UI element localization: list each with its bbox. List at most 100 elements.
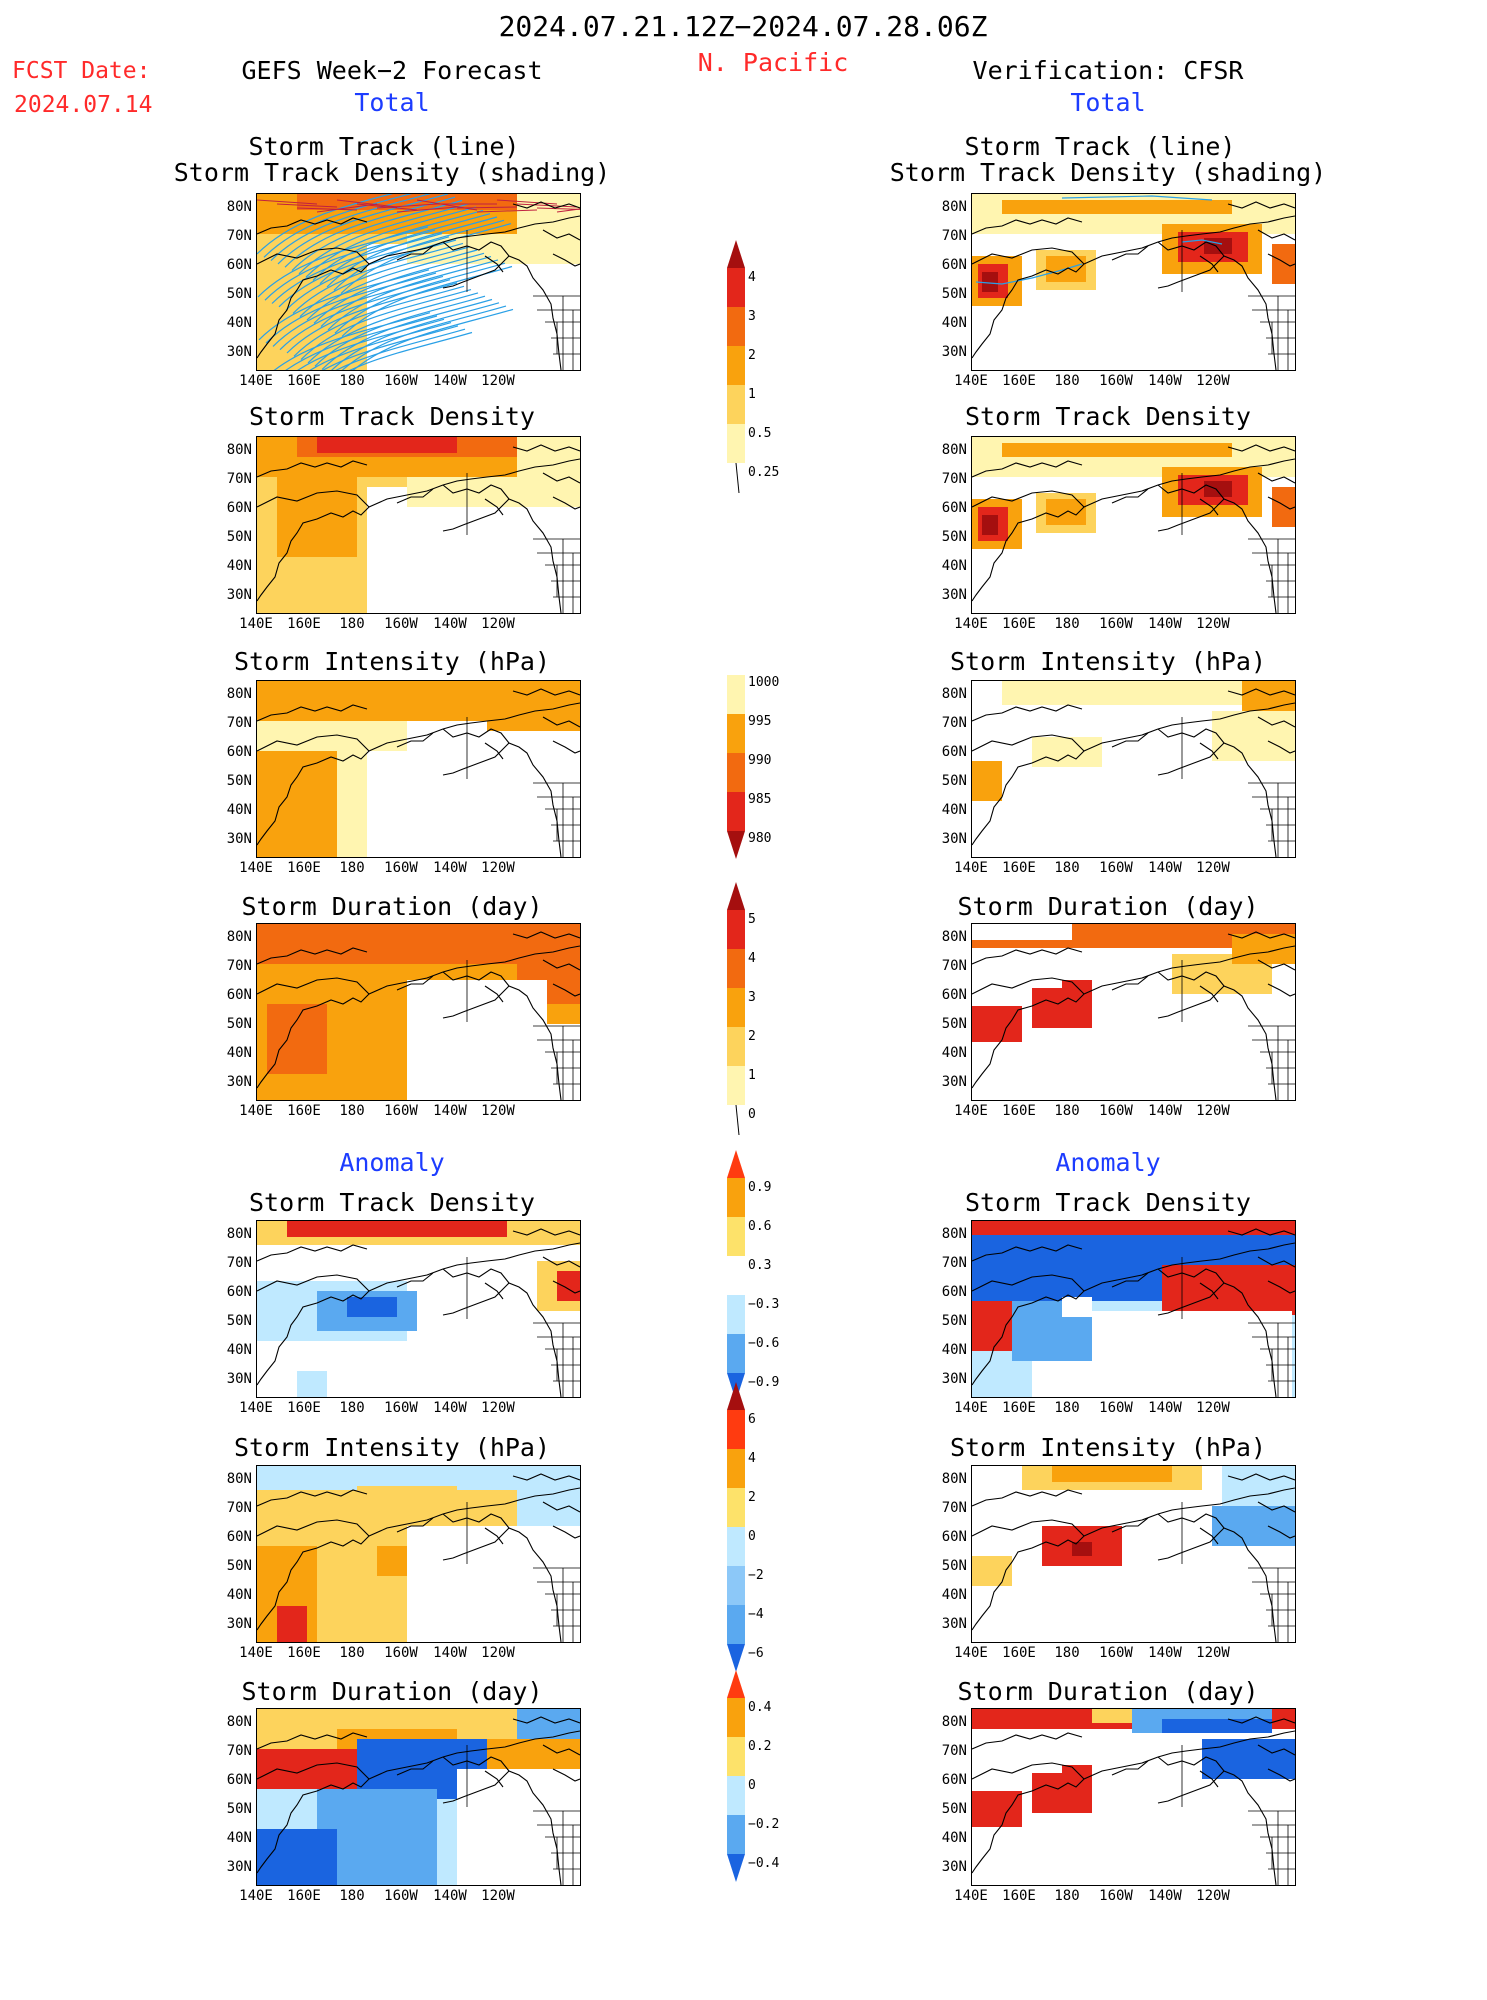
anomaly-label-left: Anomaly (339, 1148, 445, 1177)
colorbar-tick-label: 4 (748, 1450, 756, 1466)
storm-track-line (271, 232, 443, 304)
lon-tick-label: 120W (1196, 1645, 1230, 1661)
lat-tick-label: 60N (226, 1772, 252, 1788)
lat-tick-label: 50N (941, 1558, 967, 1574)
lon-tick-label: 160W (1099, 860, 1133, 876)
lon-tick-label: 120W (481, 373, 515, 389)
colorbar-segment (727, 1776, 745, 1815)
lon-tick-label: 120W (1196, 373, 1230, 389)
shaded-cell (517, 437, 580, 497)
lon-tick-label: 180 (339, 1103, 365, 1119)
lat-tick-label: 50N (226, 1016, 252, 1032)
storm-track-line (285, 315, 438, 370)
shaded-cell (257, 751, 337, 857)
colorbar-tick-label: 0.4 (748, 1699, 772, 1715)
lat-tick-label: 30N (941, 1074, 967, 1090)
colorbar-segment (727, 1256, 745, 1295)
storm-track-line (257, 226, 429, 298)
lon-tick-label: 140E (239, 1103, 273, 1119)
panel-title-track-line-left: Storm Track (line) (248, 132, 520, 161)
panel-title-anom-intensity-right: Storm Intensity (hPa) (949, 1433, 1267, 1462)
colorbar-arrow-top (727, 240, 745, 268)
shaded-cell (972, 1221, 1295, 1235)
lon-tick-label: 160E (287, 1645, 321, 1661)
lon-tick-label: 120W (481, 616, 515, 632)
shaded-cell (367, 487, 580, 613)
lon-tick-label: 140E (239, 1400, 273, 1416)
lon-tick-label: 160E (1002, 616, 1036, 632)
lat-tick-label: 30N (226, 1859, 252, 1875)
lat-tick-label: 60N (226, 987, 252, 1003)
lon-tick-label: 140E (239, 1888, 273, 1904)
lon-tick-label: 180 (339, 1888, 365, 1904)
colorbar-segment (727, 1449, 745, 1488)
shaded-cell (1092, 1709, 1132, 1723)
shaded-cell (557, 1271, 580, 1301)
lon-tick-label: 120W (1196, 616, 1230, 632)
colorbar-segment (727, 1698, 745, 1737)
lon-tick-label: 140E (954, 1645, 988, 1661)
storm-track-line (257, 199, 318, 205)
lat-tick-label: 40N (941, 1342, 967, 1358)
colorbar-tick-label: −0.2 (748, 1816, 780, 1832)
lon-tick-label: 160W (384, 860, 418, 876)
lat-tick-label: 50N (226, 1801, 252, 1817)
colorbar-tick-label: 0.6 (748, 1218, 772, 1234)
lon-tick-label: 140W (1148, 1645, 1182, 1661)
lat-tick-label: 80N (226, 199, 252, 215)
lat-tick-label: 60N (226, 500, 252, 516)
colorbar-anomaly-density (727, 1150, 745, 1401)
lat-tick-label: 30N (226, 344, 252, 360)
forecast-title: GEFS Week−2 Forecast (241, 56, 543, 85)
colorbar-segment (727, 675, 745, 714)
lon-tick-label: 140W (1148, 616, 1182, 632)
panel-title-anom-duration-left: Storm Duration (day) (241, 1677, 543, 1706)
storm-track-line (335, 328, 466, 370)
panel-title-track-line-right: Storm Track (line) (964, 132, 1236, 161)
lon-tick-label: 160W (1099, 373, 1133, 389)
colorbar-tick-label: 980 (748, 831, 772, 846)
colorbar-density (727, 240, 745, 494)
lat-tick-label: 40N (941, 315, 967, 331)
lon-tick-label: 180 (339, 616, 365, 632)
storm-track-line (1181, 239, 1223, 245)
lon-tick-label: 140E (954, 1103, 988, 1119)
colorbar-tick-label: −2 (748, 1567, 764, 1583)
storm-track-line (286, 282, 458, 354)
lon-tick-label: 120W (481, 1645, 515, 1661)
lat-tick-label: 30N (226, 831, 252, 847)
lat-tick-label: 30N (941, 344, 967, 360)
lon-tick-label: 140W (433, 616, 467, 632)
shaded-cell (972, 761, 1002, 801)
lon-tick-label: 160E (1002, 1645, 1036, 1661)
lat-tick-label: 70N (226, 228, 252, 244)
shaded-cell (1204, 481, 1232, 497)
lon-tick-label: 160W (1099, 1400, 1133, 1416)
lat-tick-label: 70N (941, 958, 967, 974)
lon-tick-label: 140W (433, 373, 467, 389)
lon-tick-label: 180 (1054, 860, 1080, 876)
colorbar-tick-label: 0 (748, 1777, 756, 1793)
lon-tick-label: 140E (954, 1888, 988, 1904)
map-anomaly-duration-verification (971, 1708, 1296, 1886)
lat-tick-label: 50N (226, 773, 252, 789)
lon-tick-label: 140W (433, 1645, 467, 1661)
shaded-cell (1032, 1361, 1292, 1397)
shaded-cell (1002, 681, 1242, 705)
lat-tick-label: 60N (941, 1772, 967, 1788)
colorbar-segment (727, 714, 745, 753)
storm-track-line (516, 203, 578, 208)
map-anomaly-density-verification (971, 1220, 1296, 1398)
colorbar-arrow-bottom (727, 1854, 745, 1882)
lon-tick-label: 140E (954, 616, 988, 632)
lat-tick-label: 80N (941, 1226, 967, 1242)
storm-track-line (296, 207, 358, 211)
shaded-cell (457, 1769, 580, 1885)
lon-tick-label: 160W (384, 616, 418, 632)
shaded-cell (1002, 200, 1232, 214)
storm-track-line (322, 325, 459, 370)
total-label-right: Total (1070, 88, 1146, 117)
colorbar-tick-label: 4 (748, 269, 756, 285)
lat-tick-label: 70N (226, 958, 252, 974)
storm-track-line (272, 275, 444, 347)
